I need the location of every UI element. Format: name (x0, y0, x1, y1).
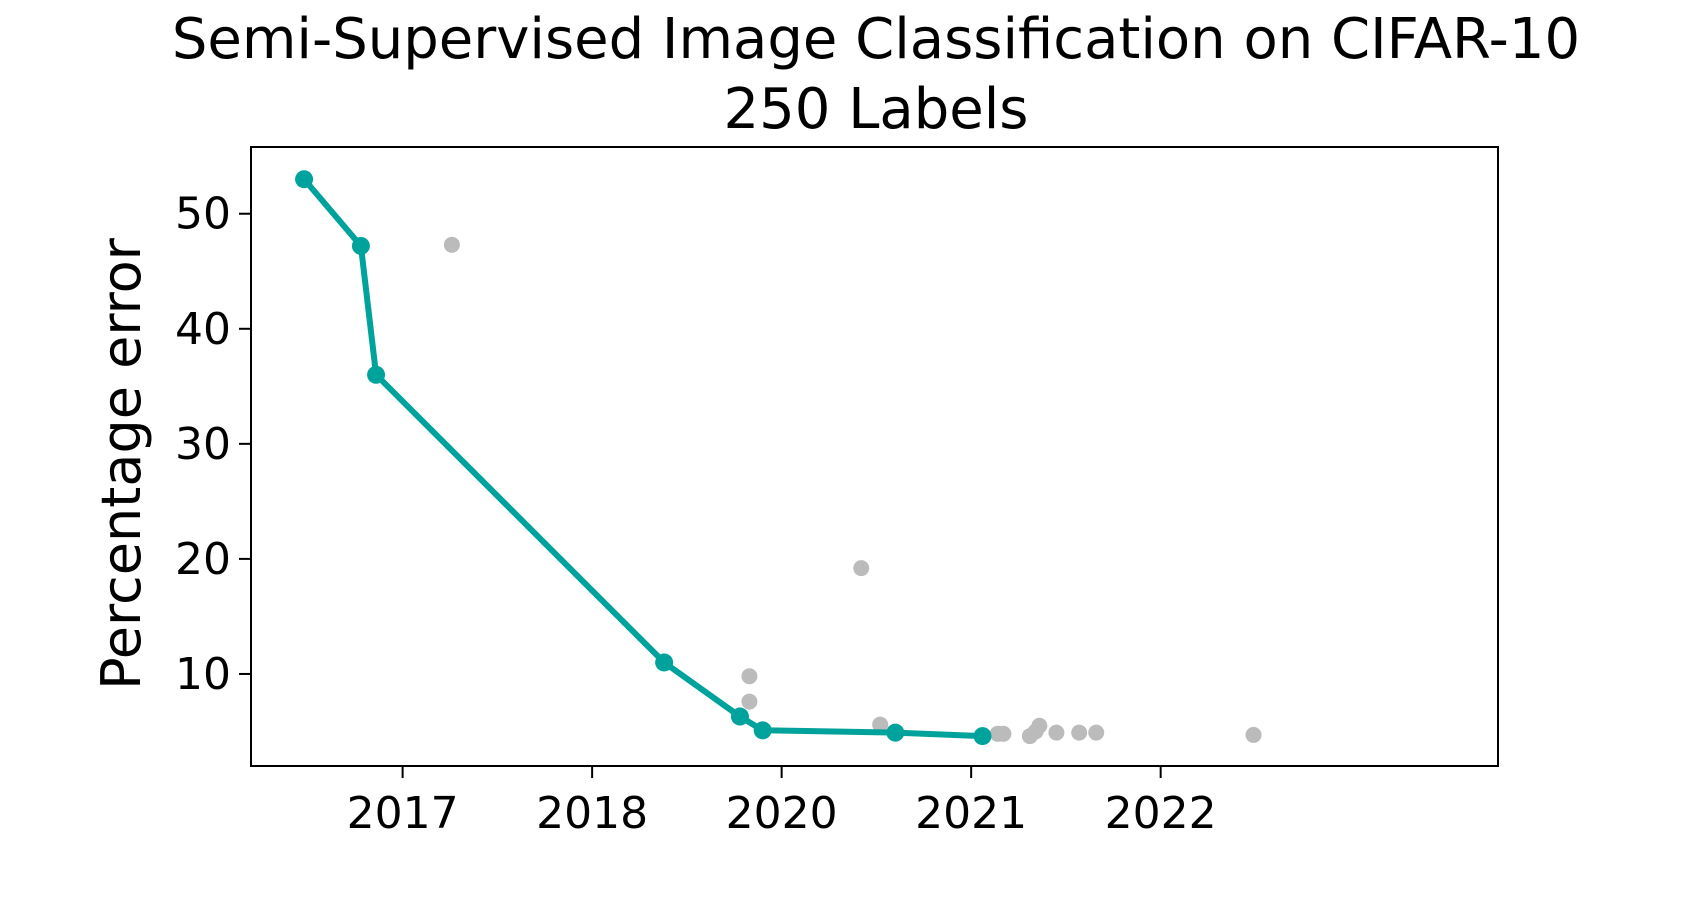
plot-frame (250, 146, 1499, 767)
sota-point (295, 170, 314, 189)
sota-point (730, 707, 749, 726)
x-tick-label: 2021 (915, 788, 1027, 839)
other-point (1088, 724, 1105, 741)
other-point (872, 716, 889, 733)
x-tick-label: 2017 (347, 788, 459, 839)
other-point (853, 560, 870, 577)
y-tick-label: 30 (175, 419, 231, 470)
sota-point (973, 727, 992, 746)
y-tick-label: 50 (175, 189, 231, 240)
other-point (995, 725, 1012, 742)
sota-point (367, 365, 386, 384)
chart-title-line1: Semi-Supervised Image Classification on … (172, 7, 1580, 72)
other-point (443, 236, 460, 253)
sota-point (351, 236, 370, 255)
other-point (1245, 726, 1262, 743)
other-point (741, 668, 758, 685)
y-tick-label: 20 (175, 534, 231, 585)
sota-line (301, 177, 983, 740)
x-tick-label: 2020 (726, 788, 838, 839)
sota-point (655, 653, 674, 672)
y-tick-label: 40 (175, 304, 231, 355)
sota-point (886, 723, 905, 742)
axis-ticks: 10 20 30 40 50 2017 2018 2020 2021 2022 (175, 189, 1217, 839)
other-point (1071, 724, 1088, 741)
x-tick-label: 2018 (536, 788, 648, 839)
other-point (741, 693, 758, 710)
other-point (1031, 717, 1048, 734)
data-marks (295, 170, 1262, 746)
other-point (1048, 724, 1065, 741)
y-tick-label: 10 (175, 649, 231, 700)
x-tick-label: 2022 (1105, 788, 1217, 839)
chart-title-line2: 250 Labels (724, 77, 1029, 142)
y-axis-label: Percentage error (90, 237, 153, 689)
sota-point (753, 721, 772, 740)
